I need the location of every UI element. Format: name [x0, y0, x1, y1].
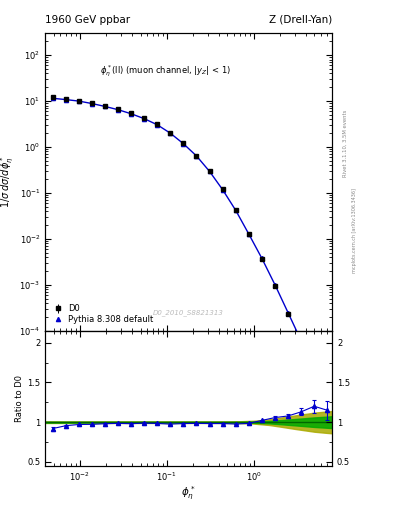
Line: Pythia 8.308 default: Pythia 8.308 default	[51, 96, 329, 399]
Text: $\phi^*_\eta$(ll) (muon channel, $|y_Z|$ < 1): $\phi^*_\eta$(ll) (muon channel, $|y_Z|$…	[100, 63, 231, 78]
Pythia 8.308 default	[194, 153, 199, 159]
Pythia 8.308 default	[207, 168, 212, 175]
Pythia 8.308 default	[155, 122, 160, 128]
Pythia 8.308 default	[50, 95, 55, 101]
Pythia 8.308 default	[246, 231, 251, 237]
Text: mcplots.cern.ch [arXiv:1306.3436]: mcplots.cern.ch [arXiv:1306.3436]	[352, 188, 357, 273]
Pythia 8.308 default	[220, 186, 225, 193]
Pythia 8.308 default	[142, 116, 147, 122]
Pythia 8.308 default	[273, 282, 277, 288]
Pythia 8.308 default	[325, 394, 330, 400]
Text: Rivet 3.1.10, 3.5M events: Rivet 3.1.10, 3.5M events	[343, 110, 348, 177]
Pythia 8.308 default	[129, 111, 134, 117]
Pythia 8.308 default	[233, 207, 238, 214]
Pythia 8.308 default	[259, 255, 264, 261]
Pythia 8.308 default	[77, 98, 81, 104]
X-axis label: $\phi_\eta^*$: $\phi_\eta^*$	[182, 484, 196, 502]
Text: Z (Drell-Yan): Z (Drell-Yan)	[269, 14, 332, 25]
Text: D0_2010_S8821313: D0_2010_S8821313	[153, 309, 224, 316]
Legend: D0, Pythia 8.308 default: D0, Pythia 8.308 default	[50, 302, 156, 327]
Pythia 8.308 default	[103, 103, 107, 110]
Pythia 8.308 default	[286, 310, 290, 316]
Y-axis label: Ratio to D0: Ratio to D0	[15, 375, 24, 422]
Pythia 8.308 default	[90, 100, 94, 106]
Pythia 8.308 default	[64, 96, 68, 102]
Pythia 8.308 default	[116, 106, 121, 113]
Pythia 8.308 default	[181, 141, 186, 147]
Pythia 8.308 default	[299, 337, 303, 344]
Y-axis label: $1/\sigma\,d\sigma/d\phi_\eta^*$: $1/\sigma\,d\sigma/d\phi_\eta^*$	[0, 156, 17, 208]
Text: 1960 GeV ppbar: 1960 GeV ppbar	[45, 14, 130, 25]
Pythia 8.308 default	[168, 130, 173, 136]
Pythia 8.308 default	[312, 366, 316, 372]
